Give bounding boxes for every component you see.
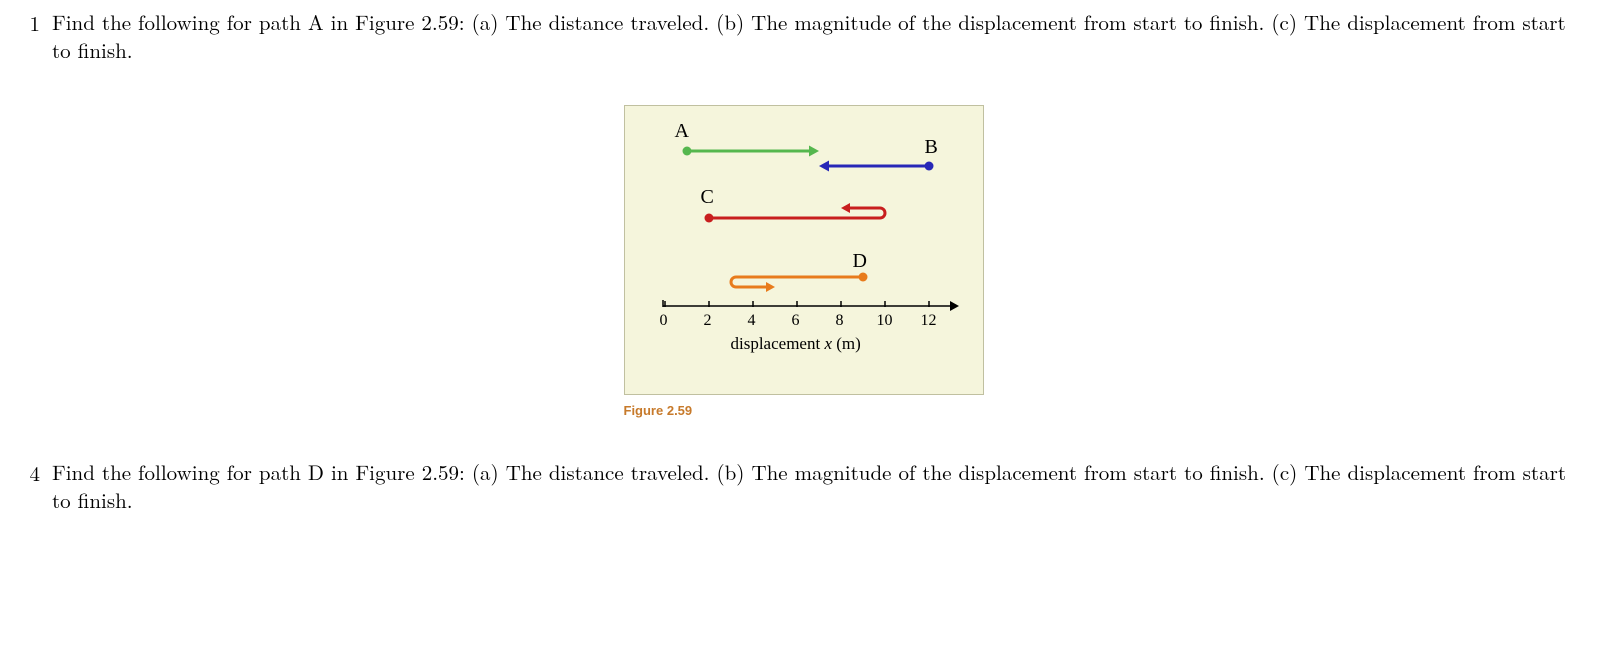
axis-caption-suffix: (m)	[832, 334, 861, 353]
axis-tick-label: 2	[704, 312, 712, 330]
figure-wrapper: A B C D 0 2 4 6 8 10 12 displacement x (m) Fig…	[624, 105, 984, 418]
axis-tick-label: 8	[836, 312, 844, 330]
axis-tick-label: 12	[921, 312, 937, 330]
figure-box: A B C D 0 2 4 6 8 10 12 displacement x (m)	[624, 105, 984, 395]
path-label-a: A	[675, 120, 689, 143]
problem-4: 4 Find the following for path D in Figur…	[20, 458, 1587, 515]
axis-caption: displacement x (m)	[731, 334, 861, 354]
problem-number: 4	[20, 458, 52, 515]
problem-text: Find the following for path D in Figure …	[52, 458, 1587, 515]
problem-number: 1	[20, 8, 52, 65]
problem-text: Find the following for path A in Figure …	[52, 8, 1587, 65]
axis-tick-label: 10	[877, 312, 893, 330]
path-label-b: B	[925, 136, 938, 159]
path-label-d: D	[853, 250, 867, 273]
axis-tick-label: 0	[660, 312, 668, 330]
axis-tick-label: 4	[748, 312, 756, 330]
figure-caption: Figure 2.59	[624, 403, 693, 418]
axis-tick-label: 6	[792, 312, 800, 330]
problem-1: 1 Find the following for path A in Figur…	[20, 8, 1587, 65]
axis-caption-var: x	[824, 334, 832, 353]
path-label-c: C	[701, 186, 714, 209]
axis-caption-prefix: displacement	[731, 334, 825, 353]
diagram: A B C D 0 2 4 6 8 10 12 displacement x (m)	[625, 106, 983, 394]
